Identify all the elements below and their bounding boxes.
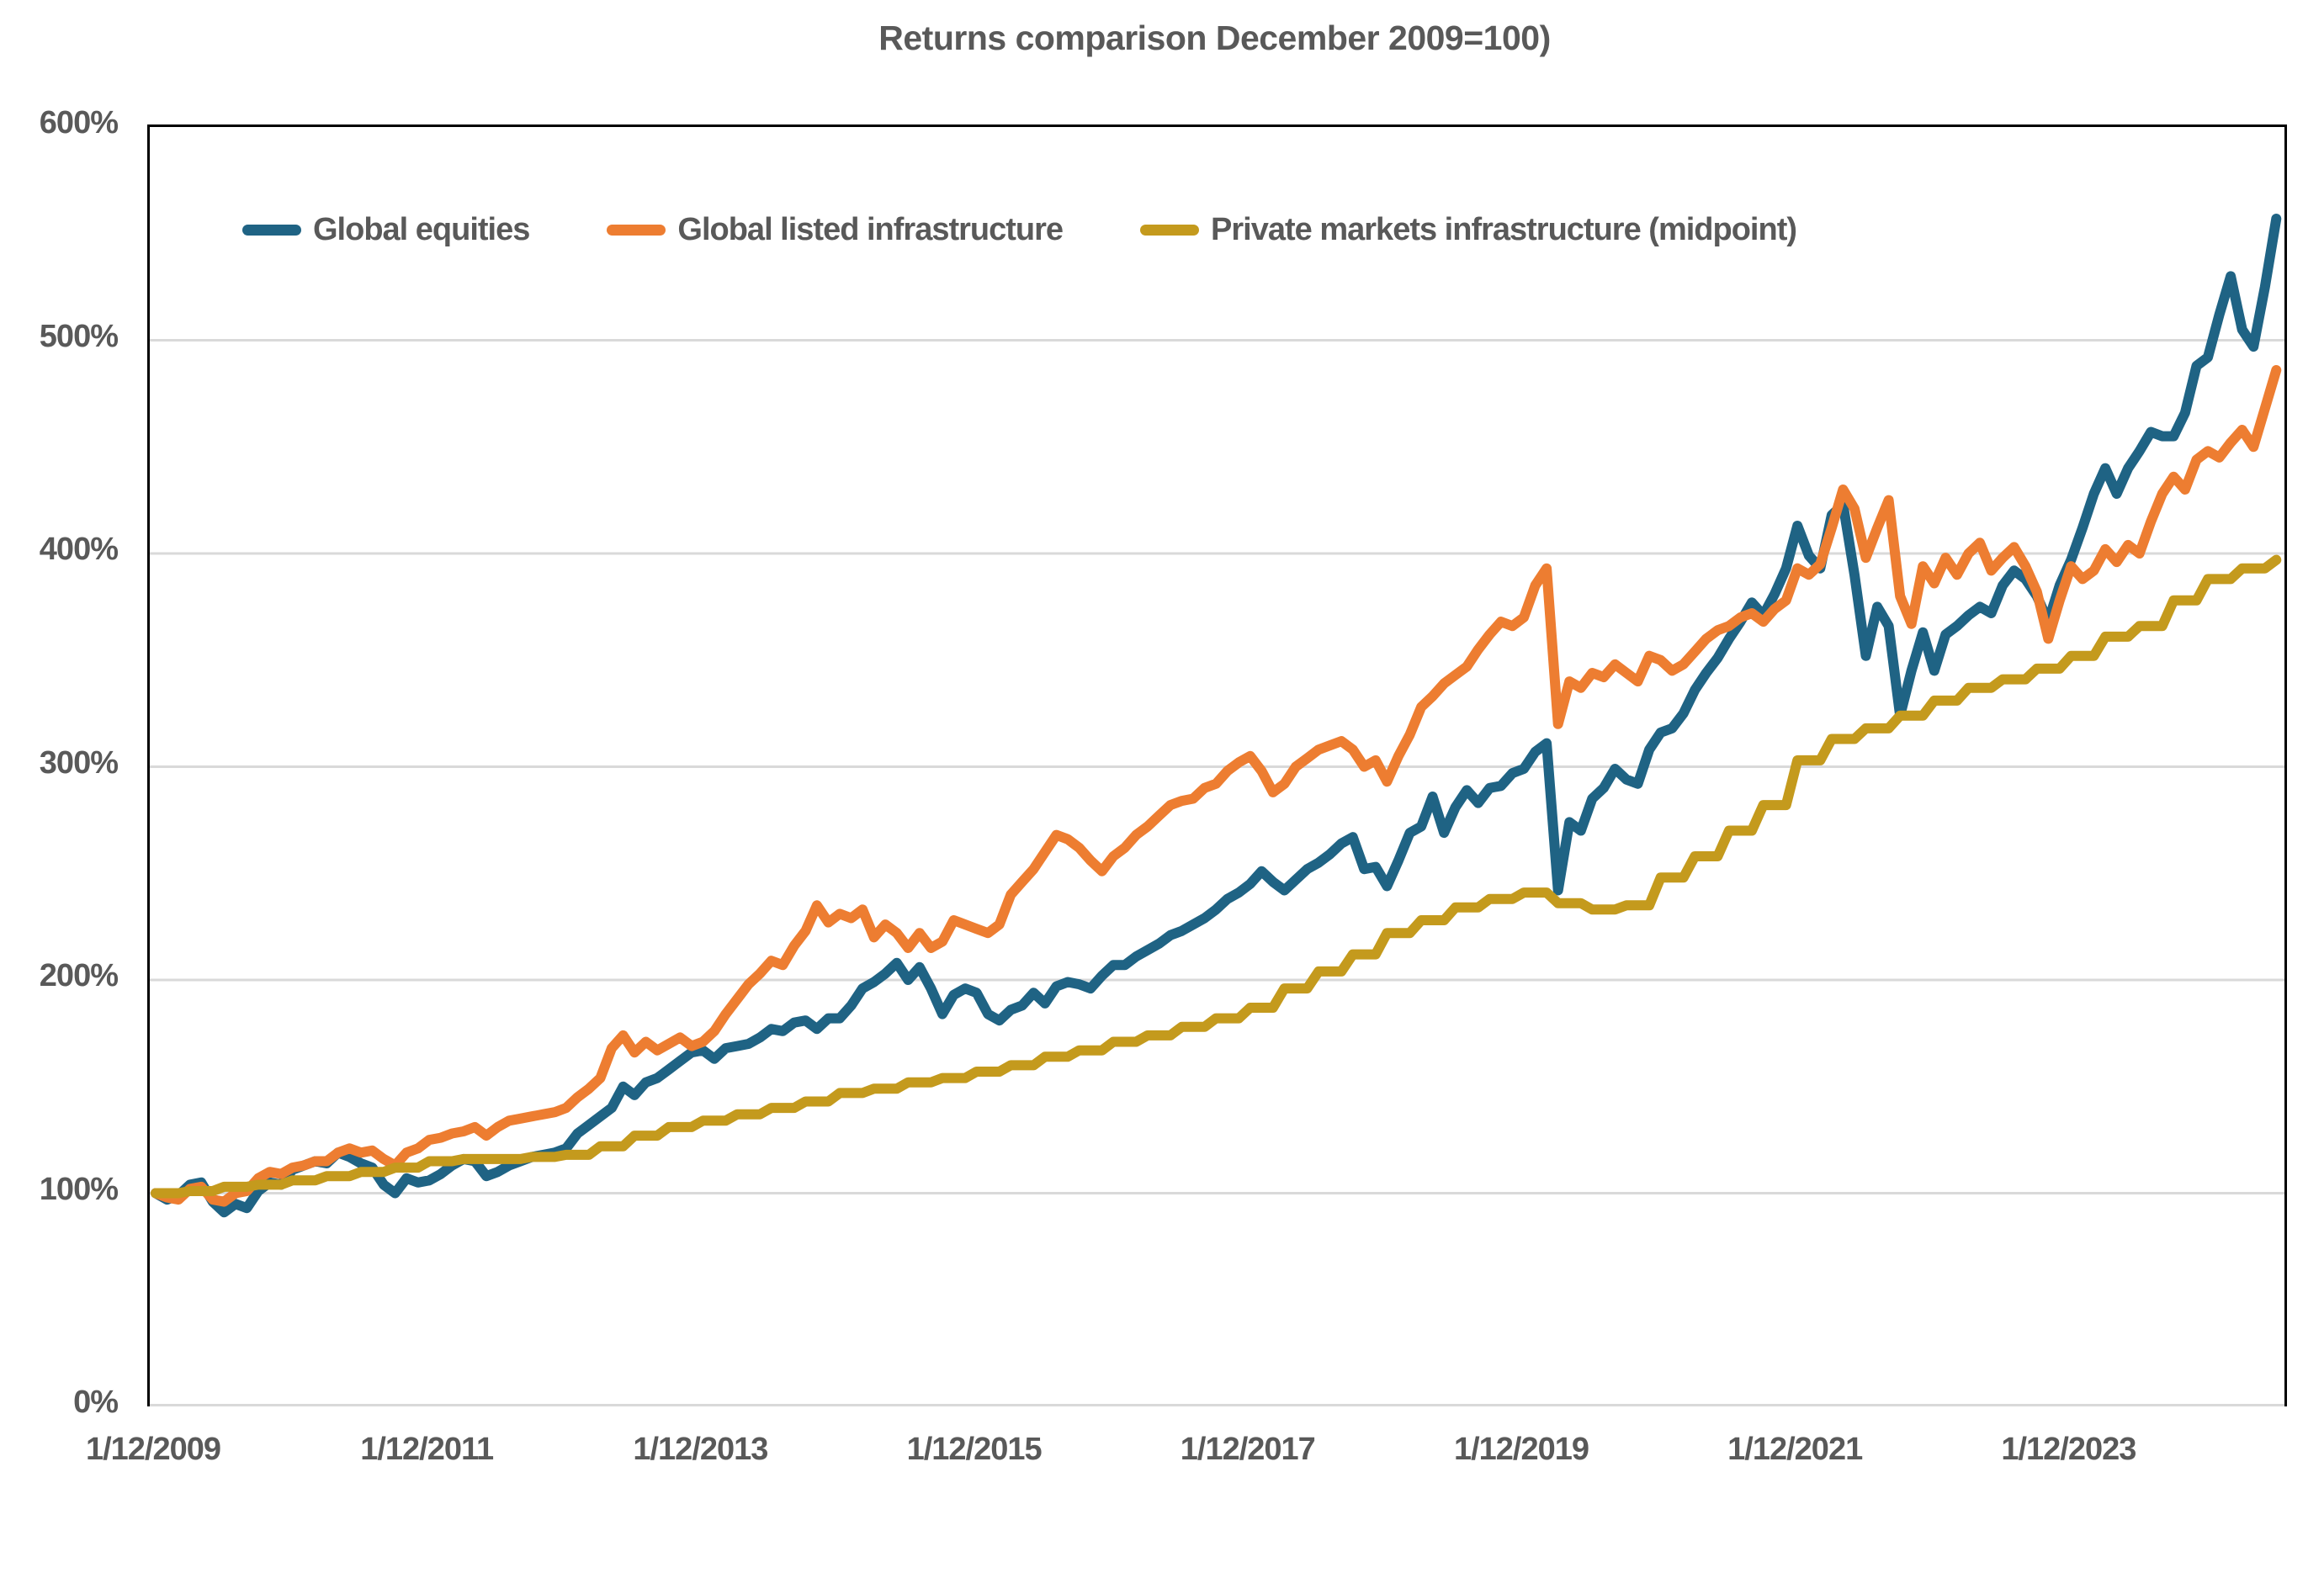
legend-item-private-markets-infrastructure-midpoint: Private markets infrastructure (midpoint… [1140,212,1797,248]
y-tick-label-100: 100% [39,1171,119,1207]
y-tick-label-400: 400% [39,532,119,567]
y-tick-label-0: 0% [73,1385,119,1420]
legend-swatch-private-markets-infrastructure-midpoint [1140,225,1200,236]
series-line-private-markets-infrastructure-midpoint [151,554,2282,1199]
plot-svg [150,214,2284,1406]
x-tick-label-1-12-2013: 1/12/2013 [633,1432,768,1467]
x-tick-label-1-12-2009: 1/12/2009 [85,1432,221,1467]
x-tick-label-1-12-2011: 1/12/2011 [360,1432,494,1467]
legend-item-global-listed-infrastructure: Global listed infrastructure [607,212,1064,248]
series-line-global-equities [151,214,2282,1218]
legend-label-private-markets-infrastructure-midpoint: Private markets infrastructure (midpoint… [1211,212,1797,247]
legend-swatch-global-listed-infrastructure [607,225,666,236]
x-tick-label-1-12-2021: 1/12/2021 [1727,1432,1863,1467]
legend-label-global-listed-infrastructure: Global listed infrastructure [677,212,1064,247]
legend-item-global-equities: Global equities [242,212,530,248]
x-tick-label-1-12-2023: 1/12/2023 [2001,1432,2136,1467]
legend-swatch-global-equities [242,225,301,236]
y-tick-label-200: 200% [39,958,119,993]
y-tick-label-300: 300% [39,744,119,781]
legend-label-global-equities: Global equities [313,212,530,247]
x-tick-label-1-12-2019: 1/12/2019 [1453,1432,1589,1467]
series-line-global-listed-infrastructure [151,365,2282,1207]
y-tick-label-500: 500% [39,318,119,354]
plot-area [147,124,2287,1406]
y-tick-label-600: 600% [39,105,119,140]
chart-title: Returns comparison December 2009=100) [878,19,1551,57]
legend: Global equities Global listed infrastruct… [242,212,1797,248]
x-tick-label-1-12-2017: 1/12/2017 [1180,1432,1316,1467]
x-tick-label-1-12-2015: 1/12/2015 [906,1432,1043,1467]
